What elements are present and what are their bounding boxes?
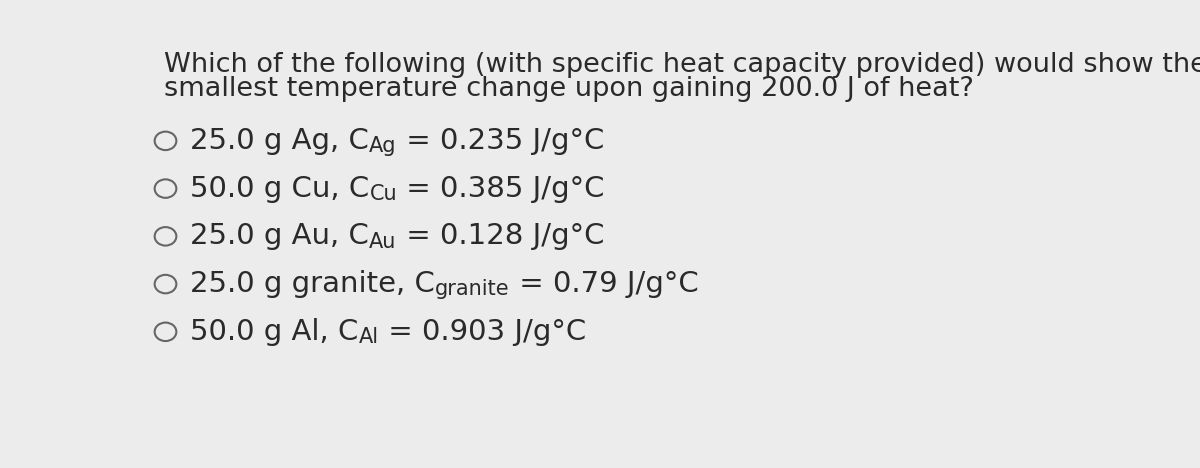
Text: Ag: Ag bbox=[370, 136, 397, 156]
Text: = 0.235 J/g°C: = 0.235 J/g°C bbox=[397, 127, 604, 155]
Text: Which of the following (with specific heat capacity provided) would show the: Which of the following (with specific he… bbox=[164, 52, 1200, 78]
Text: = 0.79 J/g°C: = 0.79 J/g°C bbox=[510, 270, 698, 298]
Text: = 0.128 J/g°C: = 0.128 J/g°C bbox=[396, 222, 604, 250]
Text: 50.0 g Cu, C: 50.0 g Cu, C bbox=[191, 175, 370, 203]
Text: = 0.385 J/g°C: = 0.385 J/g°C bbox=[397, 175, 605, 203]
Text: granite: granite bbox=[436, 279, 510, 300]
Text: Au: Au bbox=[370, 232, 396, 252]
Text: smallest temperature change upon gaining 200.0 J of heat?: smallest temperature change upon gaining… bbox=[164, 76, 974, 102]
Text: = 0.903 J/g°C: = 0.903 J/g°C bbox=[379, 318, 586, 346]
Text: Cu: Cu bbox=[370, 184, 397, 204]
Text: 50.0 g Al, C: 50.0 g Al, C bbox=[191, 318, 359, 346]
Text: 25.0 g granite, C: 25.0 g granite, C bbox=[191, 270, 436, 298]
Text: Al: Al bbox=[359, 327, 379, 347]
Text: 25.0 g Au, C: 25.0 g Au, C bbox=[191, 222, 370, 250]
Text: 25.0 g Ag, C: 25.0 g Ag, C bbox=[191, 127, 370, 155]
